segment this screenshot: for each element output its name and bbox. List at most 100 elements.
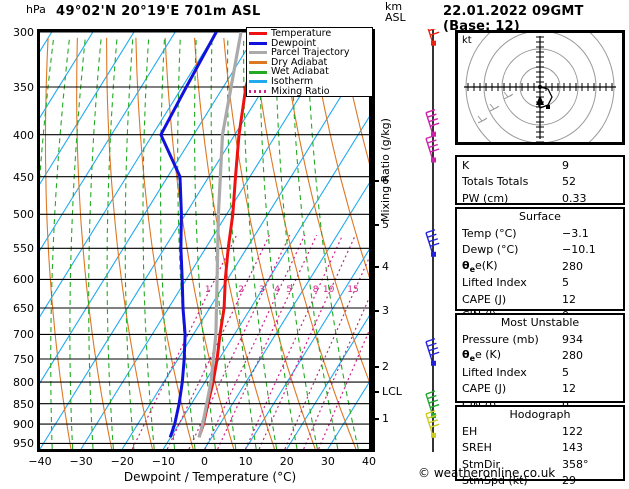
data-row: CAPE (J) 12 [457, 381, 623, 398]
data-label: CAPE (J) [462, 382, 506, 395]
temp-tick-40: 40 [349, 455, 389, 468]
pressure-tick-700: 700 [0, 328, 34, 341]
svg-text:5: 5 [286, 285, 292, 295]
temp-tick-20: 20 [267, 455, 307, 468]
data-label: Temp (°C) [462, 227, 517, 240]
data-value: 29 [562, 474, 576, 487]
data-row: Temp (°C) −3.1 [457, 225, 623, 242]
svg-text:1: 1 [205, 285, 211, 295]
data-value: 934 [562, 333, 583, 346]
data-row: Dewp (°C) −10.1 [457, 242, 623, 259]
data-value: 122 [562, 425, 583, 438]
height-tick-3: 3 [382, 304, 389, 317]
legend-swatch-icon [249, 42, 267, 45]
svg-text:4: 4 [274, 285, 280, 295]
pressure-unit-label: hPa [26, 3, 46, 16]
data-label: Totals Totals [462, 175, 528, 188]
data-value: 9 [562, 159, 569, 172]
data-value: 12 [562, 382, 576, 395]
pressure-tick-550: 550 [0, 242, 34, 255]
height-tick-2: 2 [382, 360, 389, 373]
height-tick-1: 1 [382, 412, 389, 425]
legend-swatch-icon [249, 51, 267, 54]
height-unit-line2: ASL [385, 12, 406, 23]
temp-tick--20: −20 [102, 455, 142, 468]
height-tick-mark-4 [372, 266, 379, 268]
pressure-tick-800: 800 [0, 376, 34, 389]
data-label: PW (cm) [462, 192, 508, 205]
pressure-tick-450: 450 [0, 171, 34, 184]
data-label: EH [462, 425, 477, 438]
data-value: 143 [562, 441, 583, 454]
data-row: CAPE (J)12 [457, 291, 623, 308]
panel-title: Most Unstable [457, 315, 623, 331]
copyright: © weatheronline.co.uk [418, 466, 555, 480]
data-value: 5 [562, 276, 569, 289]
pressure-tick-900: 900 [0, 418, 34, 431]
height-tick-mark-5 [372, 224, 379, 226]
data-label: Lifted Index [462, 276, 527, 289]
height-tick-4: 4 [382, 260, 389, 273]
height-tick-LCL: LCL [382, 385, 402, 398]
surface-panel: Surface Temp (°C) −3.1 Dewp (°C) −10.1 θee(K)… [455, 207, 625, 311]
temp-tick-0: 0 [185, 455, 225, 468]
data-value: 52 [562, 175, 576, 188]
data-value: 12 [562, 293, 576, 306]
svg-text:3: 3 [259, 285, 265, 295]
height-tick-mark-6 [372, 180, 379, 182]
data-value: 0.33 [562, 192, 587, 205]
legend-item-mixing-ratio: Mixing Ratio [249, 87, 372, 97]
height-tick-mark-LCL [372, 391, 379, 393]
data-row: θee(K)280 [457, 258, 623, 275]
legend-swatch-icon [249, 80, 267, 83]
data-value: 5 [562, 366, 569, 379]
hodograph-unit-label: kt [462, 35, 472, 46]
pressure-tick-750: 750 [0, 353, 34, 366]
data-row: PW (cm) 0.33 [457, 190, 623, 207]
station-title: 49°02'N 20°19'E 701m ASL [56, 4, 261, 19]
data-label: SREH [462, 441, 492, 454]
temp-tick--10: −10 [143, 455, 183, 468]
svg-text:2: 2 [238, 285, 244, 295]
data-value: 358° [562, 458, 589, 471]
pressure-tick-650: 650 [0, 302, 34, 315]
data-row: Pressure (mb)934 [457, 331, 623, 348]
panel-title: Hodograph [457, 407, 623, 423]
temp-tick--30: −30 [61, 455, 101, 468]
data-row: EH 122 [457, 423, 623, 440]
data-row: Lifted Index 5 [457, 364, 623, 381]
data-value: −10.1 [562, 243, 596, 256]
pressure-tick-350: 350 [0, 81, 34, 94]
temp-tick-10: 10 [226, 455, 266, 468]
hodograph-canvas [458, 33, 622, 142]
wind-barb-column [415, 29, 451, 452]
xaxis-title: Dewpoint / Temperature (°C) [100, 470, 320, 484]
svg-text:8: 8 [313, 285, 319, 295]
height-tick-mark-2 [372, 366, 379, 368]
temp-tick-30: 30 [308, 455, 348, 468]
legend-swatch-icon [249, 71, 267, 74]
data-value: −3.1 [562, 227, 589, 240]
svg-text:10: 10 [323, 285, 335, 295]
data-label: θee (K) [462, 348, 501, 363]
panel-title: Surface [457, 209, 623, 225]
legend-swatch-icon [249, 61, 267, 64]
height-tick-mark-3 [372, 310, 379, 312]
data-label: θee(K) [462, 259, 498, 274]
data-row: SREH 143 [457, 440, 623, 457]
data-label: Dewp (°C) [462, 243, 518, 256]
pressure-tick-300: 300 [0, 26, 34, 39]
data-value: 280 [562, 349, 583, 362]
legend-swatch-icon [249, 32, 267, 35]
mixing-ratio-axis-title: Mixing Ratio (g/kg) [379, 118, 392, 222]
hodograph[interactable]: kt [455, 30, 625, 145]
data-row: Lifted Index 5 [457, 275, 623, 292]
temp-tick--40: −40 [20, 455, 60, 468]
svg-text:15: 15 [347, 285, 358, 295]
data-label: Lifted Index [462, 366, 527, 379]
data-row: Totals Totals 52 [457, 174, 623, 191]
legend-swatch-icon [249, 90, 267, 93]
